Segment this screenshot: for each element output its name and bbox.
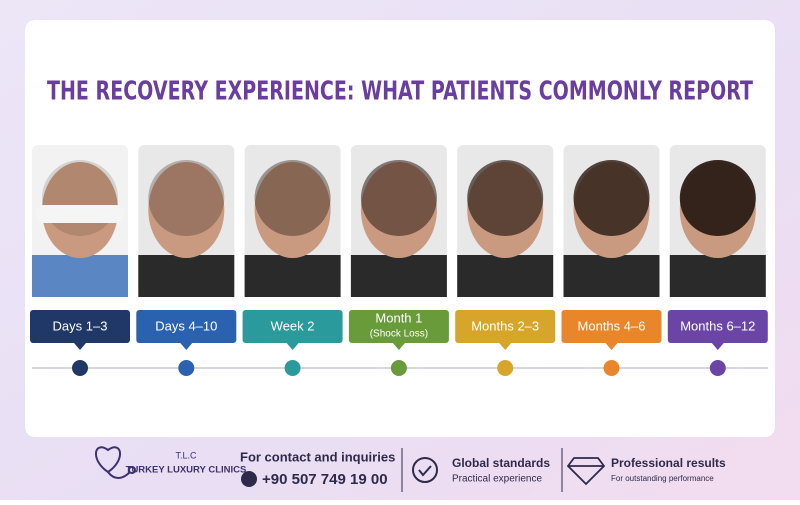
pointer: [605, 343, 618, 350]
feature-title: Professional results: [611, 456, 726, 470]
shirt: [457, 255, 554, 297]
hair: [42, 160, 118, 236]
timeline-dot: [284, 360, 301, 376]
shirt: [350, 255, 447, 297]
check-mark: [418, 465, 432, 477]
check-icon: [412, 457, 438, 483]
timeline-dot: [178, 360, 195, 376]
photo: [457, 145, 554, 297]
timeline-dot: [72, 360, 88, 376]
feature-subtitle: For outstanding performance: [611, 474, 714, 483]
stages: Days 1–3 Days 4–10 Week 2 Month 1 (Shock Los…: [30, 145, 768, 376]
timeline-dot: [709, 360, 726, 376]
stage-box: [348, 310, 449, 343]
logo: [95, 446, 136, 479]
stage-label: Days 4–10: [155, 318, 217, 333]
footer: T.L.C TURKEY LUXURY CLINICS For contact …: [95, 446, 726, 492]
pointer: [499, 343, 512, 350]
stage-label: Months 2–3: [471, 318, 539, 333]
feature-subtitle: Practical experience: [452, 474, 542, 485]
timeline-dot: [390, 360, 407, 376]
photo: [138, 145, 235, 297]
stage-sublabel: (Shock Loss): [370, 329, 428, 340]
title: THE RECOVERY EXPERIENCE: WHAT PATIENTS C…: [47, 77, 753, 107]
hair: [148, 160, 225, 236]
brand-short: T.L.C: [175, 450, 197, 460]
pointer: [392, 343, 405, 350]
contact-label: For contact and inquiries: [240, 449, 395, 464]
photo: [350, 145, 447, 297]
stage-box: [242, 310, 343, 343]
hair: [467, 160, 544, 236]
shirt: [244, 255, 341, 297]
photo: [669, 145, 766, 297]
photo: [32, 145, 128, 297]
feature-title: Global standards: [452, 456, 550, 470]
diamond-icon: [566, 457, 606, 486]
pointer: [74, 343, 86, 350]
hair: [679, 160, 756, 236]
stage-label: Month 1: [375, 310, 422, 325]
stage-label: Days 1–3: [53, 318, 108, 333]
timeline-dot: [497, 360, 514, 376]
head: [148, 162, 225, 258]
stage-box: [30, 310, 130, 343]
bandage: [36, 205, 124, 223]
shirt: [669, 255, 766, 297]
stage-label: Months 4–6: [578, 318, 646, 333]
stage-label: Months 6–12: [680, 318, 755, 333]
whatsapp-icon: [241, 471, 257, 487]
stage-box: [455, 310, 556, 343]
shirt: [563, 255, 660, 297]
hair: [573, 160, 650, 236]
stage-box: [561, 310, 662, 343]
pointer: [711, 343, 724, 350]
stage-label: Week 2: [271, 318, 315, 333]
brand: TURKEY LUXURY CLINICS: [126, 465, 247, 476]
head: [254, 162, 331, 258]
hair: [360, 160, 437, 236]
stage-box: [667, 310, 768, 343]
photo: [244, 145, 341, 297]
photo: [563, 145, 660, 297]
timeline-dot: [603, 360, 620, 376]
stage-box: [136, 310, 237, 343]
pointer: [286, 343, 299, 350]
phone[interactable]: +90 507 749 19 00: [262, 471, 388, 488]
pointer: [180, 343, 193, 350]
shirt: [138, 255, 235, 297]
hair: [254, 160, 331, 236]
shirt: [32, 255, 128, 297]
